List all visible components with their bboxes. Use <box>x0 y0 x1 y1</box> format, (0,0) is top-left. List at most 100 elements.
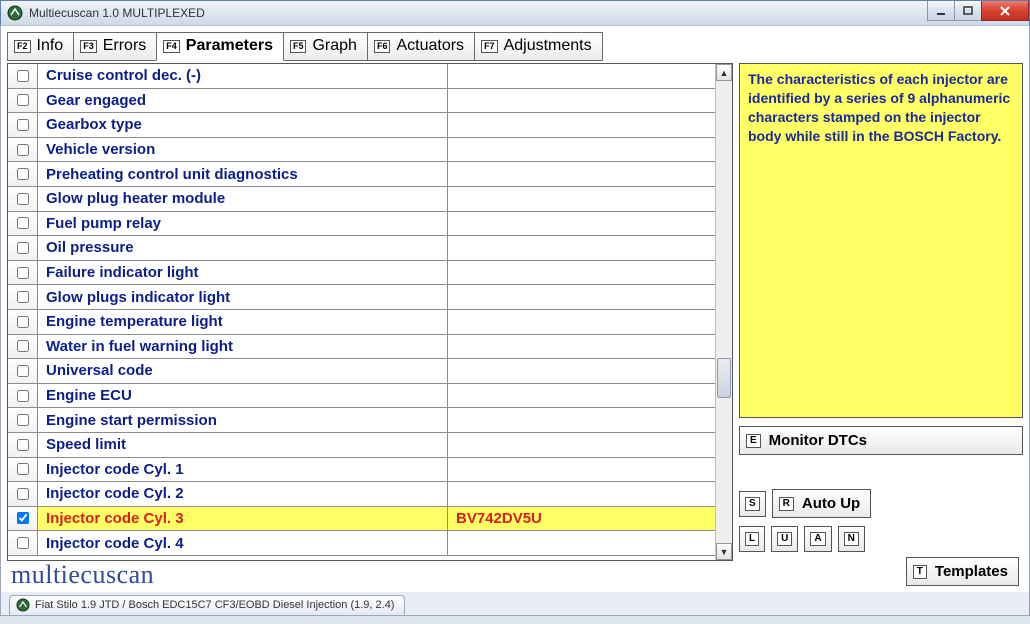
row-checkbox[interactable] <box>17 217 29 229</box>
row-checkbox[interactable] <box>17 537 29 549</box>
titlebar: Multiecuscan 1.0 MULTIPLEXED <box>0 0 1030 26</box>
tab-label: Info <box>37 37 64 55</box>
taskbar-item-icon <box>16 598 30 612</box>
parameter-row[interactable]: Engine temperature light <box>8 310 715 335</box>
row-checkbox[interactable] <box>17 291 29 303</box>
row-checkbox[interactable] <box>17 512 29 524</box>
parameter-name: Injector code Cyl. 4 <box>38 531 448 555</box>
key-label: A <box>810 532 825 546</box>
row-checkbox[interactable] <box>17 316 29 328</box>
taskbar-item[interactable]: Fiat Stilo 1.9 JTD / Bosch EDC15C7 CF3/E… <box>9 595 405 615</box>
row-checkbox[interactable] <box>17 70 29 82</box>
row-checkbox[interactable] <box>17 193 29 205</box>
row-checkbox[interactable] <box>17 463 29 475</box>
row-checkbox[interactable] <box>17 168 29 180</box>
row-checkbox[interactable] <box>17 144 29 156</box>
row-checkbox[interactable] <box>17 242 29 254</box>
row-checkbox-cell <box>8 138 38 162</box>
parameter-value <box>448 162 715 186</box>
scroll-thumb[interactable] <box>717 358 731 398</box>
parameter-value <box>448 433 715 457</box>
parameter-row[interactable]: Injector code Cyl. 3BV742DV5U <box>8 507 715 532</box>
parameter-row[interactable]: Injector code Cyl. 1 <box>8 458 715 483</box>
tab-adjustments[interactable]: F7Adjustments <box>474 32 603 61</box>
a-button[interactable]: A <box>804 526 831 552</box>
parameter-name: Oil pressure <box>38 236 448 260</box>
scrollbar-vertical[interactable]: ▲ ▼ <box>715 64 732 560</box>
s-button[interactable]: S <box>739 491 766 517</box>
tab-info[interactable]: F2 Info <box>7 32 74 61</box>
scroll-up-arrow[interactable]: ▲ <box>716 64 732 81</box>
parameter-row[interactable]: Injector code Cyl. 4 <box>8 531 715 556</box>
scroll-down-arrow[interactable]: ▼ <box>716 543 732 560</box>
side-panel: The characteristics of each injector are… <box>739 63 1023 561</box>
parameter-name: Engine ECU <box>38 384 448 408</box>
l-button[interactable]: L <box>739 526 765 552</box>
close-button[interactable] <box>981 1 1029 21</box>
parameter-row[interactable]: Glow plugs indicator light <box>8 285 715 310</box>
minimize-button[interactable] <box>927 1 955 21</box>
row-checkbox-cell <box>8 359 38 383</box>
parameter-row[interactable]: Engine ECU <box>8 384 715 409</box>
parameter-value <box>448 64 715 88</box>
parameter-value: BV742DV5U <box>448 507 715 531</box>
parameter-row[interactable]: Fuel pump relay <box>8 212 715 237</box>
parameter-value <box>448 384 715 408</box>
parameter-row[interactable]: Gearbox type <box>8 113 715 138</box>
auto-up-button[interactable]: R Auto Up <box>772 489 872 518</box>
u-button[interactable]: U <box>771 526 798 552</box>
parameter-row[interactable]: Engine start permission <box>8 408 715 433</box>
parameter-row[interactable]: Universal code <box>8 359 715 384</box>
brand-logo: multiecuscan <box>11 560 154 590</box>
row-checkbox[interactable] <box>17 439 29 451</box>
templates-button[interactable]: T Templates <box>906 557 1019 586</box>
tab-label: Graph <box>312 37 356 55</box>
maximize-button[interactable] <box>954 1 982 21</box>
row-checkbox[interactable] <box>17 390 29 402</box>
tab-graph[interactable]: F5Graph <box>283 32 368 61</box>
parameter-row[interactable]: Oil pressure <box>8 236 715 261</box>
row-checkbox-cell <box>8 236 38 260</box>
row-checkbox[interactable] <box>17 94 29 106</box>
tab-fkey: F3 <box>80 40 97 53</box>
parameter-row[interactable]: Preheating control unit diagnostics <box>8 162 715 187</box>
tab-errors[interactable]: F3Errors <box>73 32 157 61</box>
parameter-row[interactable]: Speed limit <box>8 433 715 458</box>
parameter-row[interactable]: Injector code Cyl. 2 <box>8 482 715 507</box>
tab-actuators[interactable]: F6Actuators <box>367 32 475 61</box>
app-icon <box>7 5 23 21</box>
taskbar: Fiat Stilo 1.9 JTD / Bosch EDC15C7 CF3/E… <box>0 592 1030 616</box>
row-checkbox-cell <box>8 335 38 359</box>
row-checkbox[interactable] <box>17 365 29 377</box>
button-label: Monitor DTCs <box>769 432 867 449</box>
row-checkbox[interactable] <box>17 119 29 131</box>
parameter-value <box>448 482 715 506</box>
parameter-value <box>448 212 715 236</box>
parameter-value <box>448 285 715 309</box>
info-box: The characteristics of each injector are… <box>739 63 1023 418</box>
row-checkbox[interactable] <box>17 488 29 500</box>
parameter-row[interactable]: Glow plug heater module <box>8 187 715 212</box>
row-checkbox[interactable] <box>17 414 29 426</box>
row-checkbox-cell <box>8 113 38 137</box>
row-checkbox[interactable] <box>17 267 29 279</box>
parameter-row[interactable]: Vehicle version <box>8 138 715 163</box>
parameter-value <box>448 531 715 555</box>
row-checkbox-cell <box>8 433 38 457</box>
scroll-track[interactable] <box>716 81 732 543</box>
tab-fkey: F2 <box>14 40 31 53</box>
monitor-dtcs-button[interactable]: E Monitor DTCs <box>739 426 1023 455</box>
parameter-row[interactable]: Gear engaged <box>8 89 715 114</box>
parameter-value <box>448 89 715 113</box>
parameter-row[interactable]: Failure indicator light <box>8 261 715 286</box>
n-button[interactable]: N <box>838 526 865 552</box>
window-buttons <box>928 1 1029 21</box>
parameter-value <box>448 310 715 334</box>
parameter-row[interactable]: Cruise control dec. (-) <box>8 64 715 89</box>
row-checkbox[interactable] <box>17 340 29 352</box>
row-checkbox-cell <box>8 482 38 506</box>
row-checkbox-cell <box>8 212 38 236</box>
tab-parameters[interactable]: F4Parameters <box>156 32 284 61</box>
key-label: S <box>745 497 760 511</box>
parameter-row[interactable]: Water in fuel warning light <box>8 335 715 360</box>
